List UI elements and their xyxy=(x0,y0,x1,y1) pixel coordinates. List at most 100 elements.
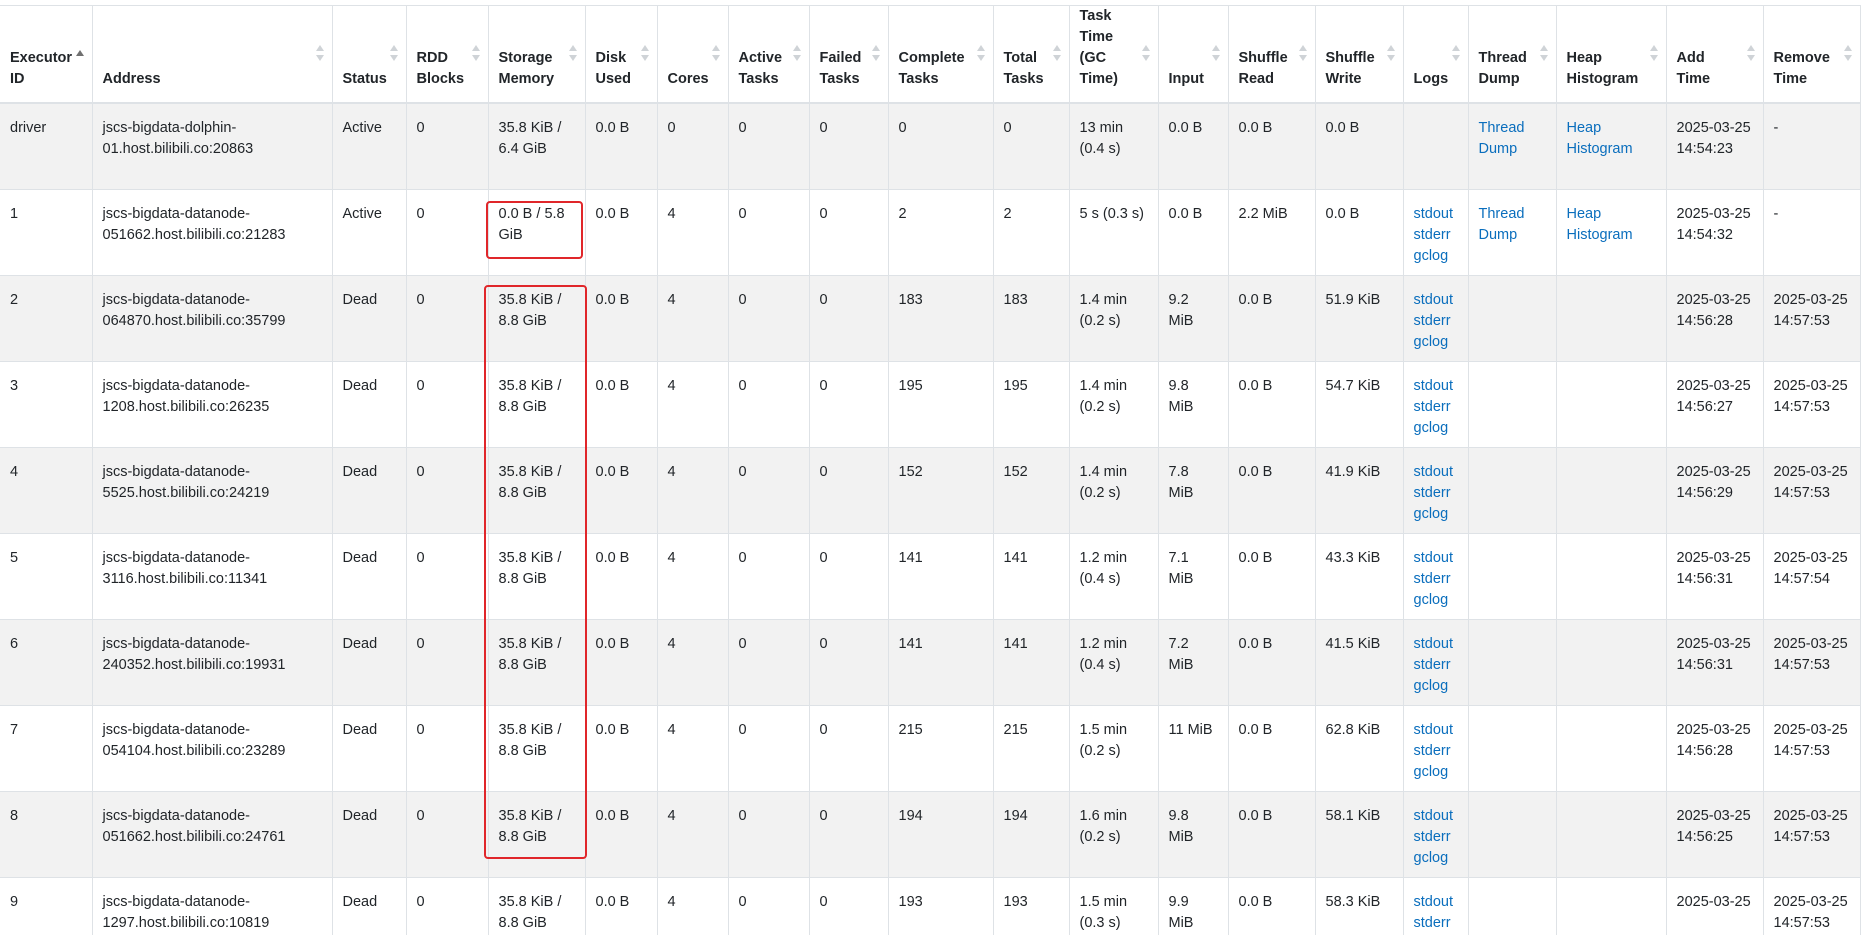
sort-icon[interactable] xyxy=(1052,45,1061,61)
column-header-logs[interactable]: Logs xyxy=(1403,5,1469,104)
column-header-failed-tasks[interactable]: Failed Tasks xyxy=(809,5,889,104)
heap-histogram-link[interactable]: Heap Histogram xyxy=(1566,205,1633,243)
column-header-label: Shuffle Read xyxy=(1238,50,1288,87)
sort-icon[interactable] xyxy=(315,45,324,61)
gclog-link[interactable]: gclog xyxy=(1413,677,1449,694)
heap-histogram-cell xyxy=(1556,532,1667,619)
sort-icon[interactable] xyxy=(1141,45,1150,61)
gclog-link[interactable]: gclog xyxy=(1413,333,1449,350)
failed-tasks-cell: 0 xyxy=(809,876,889,935)
column-header-total-tasks[interactable]: Total Tasks xyxy=(993,5,1070,104)
column-header-address[interactable]: Address xyxy=(92,5,333,104)
add-time-cell: 2025-03-25 14:56:28 xyxy=(1666,274,1764,361)
stdout-link[interactable]: stdout xyxy=(1413,377,1454,394)
stderr-link[interactable]: stderr xyxy=(1413,914,1451,931)
input-cell: 7.2 MiB xyxy=(1158,618,1229,705)
sort-ascending-icon[interactable] xyxy=(75,50,84,66)
sort-icon[interactable] xyxy=(1539,45,1548,61)
status-cell: Dead xyxy=(332,274,407,361)
gclog-link[interactable]: gclog xyxy=(1413,763,1449,780)
column-header-thread-dump[interactable]: Thread Dump xyxy=(1468,5,1557,104)
storage-memory-cell: 35.8 KiB / 8.8 GiB xyxy=(488,790,586,877)
column-header-cores[interactable]: Cores xyxy=(657,5,729,104)
sort-icon[interactable] xyxy=(871,45,880,61)
sort-icon[interactable] xyxy=(711,45,720,61)
storage-memory-cell: 35.8 KiB / 8.8 GiB xyxy=(488,704,586,791)
sort-icon[interactable] xyxy=(640,45,649,61)
column-header-remove-time[interactable]: Remove Time xyxy=(1763,5,1861,104)
storage-memory-cell: 35.8 KiB / 8.8 GiB xyxy=(488,532,586,619)
stdout-link[interactable]: stdout xyxy=(1413,807,1454,824)
column-header-task-time-gc-time[interactable]: Task Time (GC Time) xyxy=(1069,5,1159,104)
input-cell: 0.0 B xyxy=(1158,102,1229,189)
thread-dump-link[interactable]: Thread Dump xyxy=(1478,205,1525,243)
executor-id-cell: 5 xyxy=(0,532,93,619)
sort-icon[interactable] xyxy=(1211,45,1220,61)
stderr-link[interactable]: stderr xyxy=(1413,742,1451,759)
column-header-rdd-blocks[interactable]: RDD Blocks xyxy=(406,5,489,104)
stderr-link[interactable]: stderr xyxy=(1413,656,1451,673)
stdout-link[interactable]: stdout xyxy=(1413,291,1454,308)
column-header-label: RDD Blocks xyxy=(416,50,465,87)
sort-icon[interactable] xyxy=(1386,45,1395,61)
gclog-link[interactable]: gclog xyxy=(1413,505,1449,522)
failed-tasks-cell: 0 xyxy=(809,618,889,705)
stderr-link[interactable]: stderr xyxy=(1413,828,1451,845)
sort-icon[interactable] xyxy=(1298,45,1307,61)
stderr-link[interactable]: stderr xyxy=(1413,484,1451,501)
sort-icon[interactable] xyxy=(1451,45,1460,61)
thread-dump-link[interactable]: Thread Dump xyxy=(1478,120,1525,157)
column-header-heap-histogram[interactable]: Heap Histogram xyxy=(1556,5,1667,104)
sort-icon[interactable] xyxy=(1649,45,1658,61)
stdout-link[interactable]: stdout xyxy=(1413,549,1454,566)
heap-histogram-link[interactable]: Heap Histogram xyxy=(1566,120,1633,157)
stdout-link[interactable]: stdout xyxy=(1413,463,1454,480)
column-header-shuffle-read[interactable]: Shuffle Read xyxy=(1228,5,1316,104)
column-header-input[interactable]: Input xyxy=(1158,5,1229,104)
stderr-link[interactable]: stderr xyxy=(1413,398,1451,415)
remove-time-cell: 2025-03-25 14:57:53 xyxy=(1763,876,1861,935)
column-header-add-time[interactable]: Add Time xyxy=(1666,5,1764,104)
column-header-executor-id[interactable]: Executor ID xyxy=(0,5,93,104)
complete-tasks-cell: 2 xyxy=(888,188,994,275)
sort-icon[interactable] xyxy=(976,45,985,61)
stdout-link[interactable]: stdout xyxy=(1413,721,1454,738)
column-header-disk-used[interactable]: Disk Used xyxy=(585,5,658,104)
heap-histogram-cell xyxy=(1556,274,1667,361)
total-tasks-cell: 215 xyxy=(993,704,1070,791)
input-cell: 9.9 MiB xyxy=(1158,876,1229,935)
cores-cell: 4 xyxy=(657,446,729,533)
column-header-shuffle-write[interactable]: Shuffle Write xyxy=(1315,5,1404,104)
stderr-link[interactable]: stderr xyxy=(1413,312,1451,329)
stderr-link[interactable]: stderr xyxy=(1413,570,1451,587)
logs-cell: stdout stderr gclog xyxy=(1403,790,1469,877)
gclog-link[interactable]: gclog xyxy=(1413,247,1449,264)
sort-icon[interactable] xyxy=(568,45,577,61)
thread-dump-cell xyxy=(1468,790,1557,877)
stdout-link[interactable]: stdout xyxy=(1413,635,1454,652)
sort-icon[interactable] xyxy=(792,45,801,61)
shuffle-read-cell: 0.0 B xyxy=(1228,790,1316,877)
stdout-link[interactable]: stdout xyxy=(1413,893,1454,910)
column-header-active-tasks[interactable]: Active Tasks xyxy=(728,5,810,104)
stderr-link[interactable]: stderr xyxy=(1413,226,1451,243)
sort-icon[interactable] xyxy=(1843,45,1852,61)
storage-memory-cell: 35.8 KiB / 6.4 GiB xyxy=(488,102,586,189)
input-cell: 0.0 B xyxy=(1158,188,1229,275)
status-cell: Dead xyxy=(332,704,407,791)
storage-memory-cell: 35.8 KiB / 8.8 GiB xyxy=(488,274,586,361)
column-header-complete-tasks[interactable]: Complete Tasks xyxy=(888,5,994,104)
address-cell: jscs-bigdata-datanode-064870.host.bilibi… xyxy=(92,274,333,361)
sort-icon[interactable] xyxy=(471,45,480,61)
column-header-status[interactable]: Status xyxy=(332,5,407,104)
sort-icon[interactable] xyxy=(389,45,398,61)
table-row: 4 jscs-bigdata-datanode-5525.host.bilibil… xyxy=(0,446,1861,533)
gclog-link[interactable]: gclog xyxy=(1413,849,1449,866)
gclog-link[interactable]: gclog xyxy=(1413,591,1449,608)
complete-tasks-cell: 183 xyxy=(888,274,994,361)
sort-icon[interactable] xyxy=(1746,45,1755,61)
stdout-link[interactable]: stdout xyxy=(1413,205,1454,222)
shuffle-write-cell: 43.3 KiB xyxy=(1315,532,1404,619)
gclog-link[interactable]: gclog xyxy=(1413,419,1449,436)
column-header-storage-memory[interactable]: Storage Memory xyxy=(488,5,586,104)
